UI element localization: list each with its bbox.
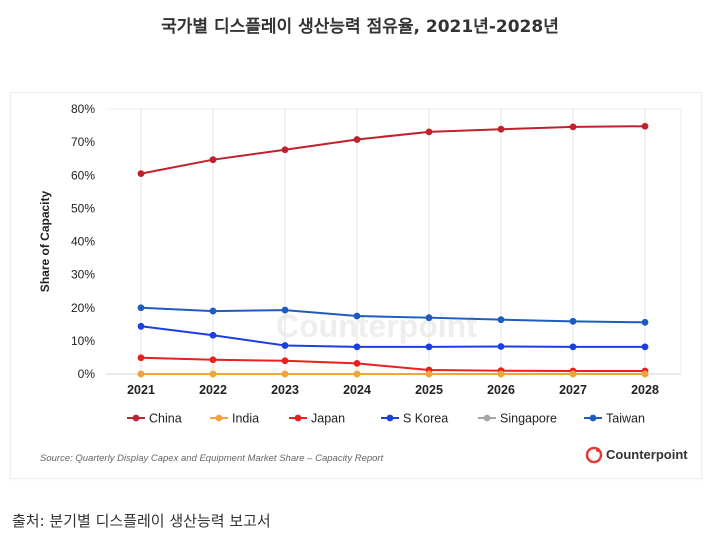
data-point-taiwan-2021 <box>137 304 145 312</box>
y-tick-label: 70% <box>71 135 95 149</box>
counterpoint-logo-dot <box>596 448 600 452</box>
series-line-japan <box>140 356 645 373</box>
chart-legend: China India Japan S Korea Singapore Taiwan <box>127 412 645 426</box>
y-tick-label: 80% <box>71 102 95 116</box>
data-point-taiwan-2026 <box>497 316 505 324</box>
data-point-s-korea-2026 <box>497 343 505 350</box>
data-point-india-2028 <box>641 370 649 378</box>
data-point-s-korea-2021 <box>137 322 145 330</box>
series-line-s-korea <box>140 325 645 348</box>
legend-label-china: China <box>149 412 182 426</box>
x-tick-label: 2026 <box>487 383 515 397</box>
data-point-taiwan-2024 <box>353 312 361 320</box>
watermark: Counterpoint <box>276 308 477 344</box>
data-point-japan-2022 <box>209 356 217 364</box>
legend-item-singapore: Singapore <box>478 412 557 426</box>
counterpoint-logo-icon <box>585 446 603 464</box>
legend-item-s-korea: S Korea <box>381 412 448 426</box>
data-point-india-2026 <box>497 370 505 378</box>
legend-marker-india <box>215 414 223 422</box>
data-point-s-korea-2023 <box>281 342 289 349</box>
source-note: Source: Quarterly Display Capex and Equi… <box>40 453 384 464</box>
data-point-china-2025 <box>425 128 433 136</box>
legend-item-india: India <box>210 412 259 426</box>
counterpoint-brand-text: Counterpoint <box>606 447 688 462</box>
x-tick-label: 2021 <box>127 383 155 397</box>
data-point-india-2021 <box>137 370 145 378</box>
y-tick-label: 10% <box>71 334 95 348</box>
data-point-china-2027 <box>569 123 577 131</box>
watermark-text: Counterpoint <box>276 308 477 344</box>
legend-marker-s-korea <box>386 414 394 422</box>
page-title: 국가별 디스플레이 생산능력 점유율, 2021년-2028년 <box>161 17 559 37</box>
source-caption: 출처: 분기별 디스플레이 생산능력 보고서 <box>12 512 271 530</box>
legend-label-japan: Japan <box>311 412 345 426</box>
x-tick-label: 2022 <box>199 383 227 397</box>
data-point-india-2024 <box>353 370 361 378</box>
data-point-china-2023 <box>281 146 289 154</box>
legend-label-india: India <box>232 412 259 426</box>
data-point-japan-2021 <box>137 354 145 362</box>
data-point-india-2027 <box>569 370 577 378</box>
x-axis: 2021 2022 2023 2024 2025 2026 2027 2028 <box>127 383 659 397</box>
data-point-india-2025 <box>425 370 433 378</box>
x-tick-label: 2023 <box>271 383 299 397</box>
legend-marker-singapore <box>483 414 491 422</box>
data-point-taiwan-2025 <box>425 314 433 322</box>
y-axis: 0% 10% 20% 30% 40% 50% 60% 70% 80% <box>71 102 95 381</box>
data-point-s-korea-2027 <box>569 343 577 351</box>
data-point-s-korea-2024 <box>353 343 361 351</box>
legend-label-taiwan: Taiwan <box>606 412 645 426</box>
legend-item-taiwan: Taiwan <box>584 412 645 426</box>
y-tick-label: 30% <box>71 268 95 282</box>
data-point-china-2026 <box>497 125 505 133</box>
y-tick-label: 40% <box>71 235 95 249</box>
data-point-china-2022 <box>209 156 217 164</box>
y-tick-label: 50% <box>71 201 95 215</box>
counterpoint-logo: Counterpoint <box>585 446 688 464</box>
data-point-india-2022 <box>209 370 217 378</box>
line-chart: Counterpoint 0%10%20%30%40%50%60%70%80% … <box>38 102 688 464</box>
legend-label-singapore: Singapore <box>500 412 557 426</box>
data-point-s-korea-2028 <box>641 343 649 351</box>
data-point-china-2021 <box>137 170 145 177</box>
x-tick-label: 2025 <box>415 383 443 397</box>
series-line-taiwan <box>140 306 646 324</box>
series-line-china <box>140 125 646 175</box>
data-point-s-korea-2025 <box>425 343 433 351</box>
data-point-taiwan-2023 <box>281 306 289 314</box>
y-axis-label: Share of Capacity <box>38 190 52 292</box>
x-tick-label: 2024 <box>343 383 371 397</box>
data-point-china-2024 <box>353 136 361 143</box>
data-point-japan-2023 <box>281 357 289 365</box>
legend-label-s-korea: S Korea <box>403 412 448 426</box>
data-point-s-korea-2022 <box>209 331 217 339</box>
chart-series <box>137 122 649 378</box>
legend-marker-taiwan <box>589 414 597 422</box>
data-point-japan-2024 <box>353 360 361 367</box>
x-tick-label: 2028 <box>631 383 659 397</box>
chart-card: Counterpoint 0% 10% 20% 30% 40% 50% 60% 70% 80% … <box>10 92 702 479</box>
y-tick-label: 20% <box>71 301 95 315</box>
legend-item-china: China <box>127 412 182 426</box>
data-point-india-2023 <box>281 370 289 378</box>
data-point-taiwan-2028 <box>641 318 649 326</box>
data-point-taiwan-2027 <box>569 317 577 325</box>
legend-marker-japan <box>294 414 302 422</box>
legend-marker-china <box>132 414 140 422</box>
x-tick-label: 2027 <box>559 383 587 397</box>
data-point-taiwan-2022 <box>209 307 217 315</box>
y-tick-label: 60% <box>71 168 95 182</box>
y-tick-label: 0% <box>78 367 96 381</box>
legend-item-japan: Japan <box>289 412 345 426</box>
data-point-china-2028 <box>641 122 649 130</box>
